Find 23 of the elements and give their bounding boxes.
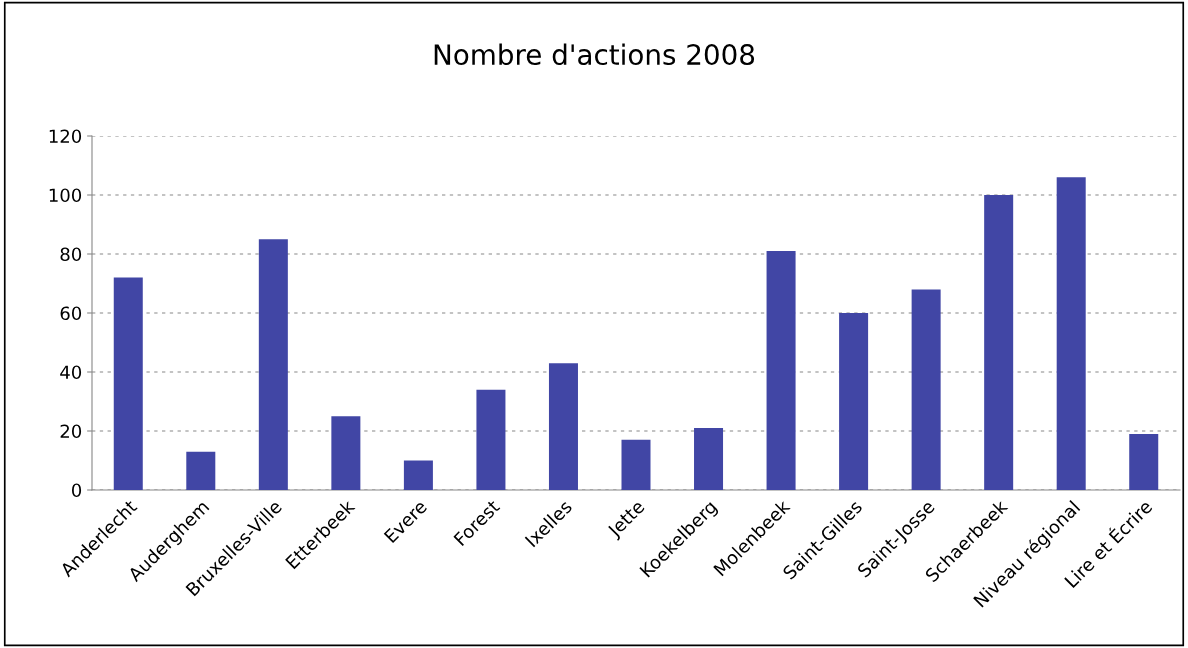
bar	[476, 389, 506, 490]
bar	[1129, 433, 1159, 490]
y-tick-label: 0	[71, 483, 82, 498]
bar	[1056, 177, 1086, 490]
bar	[258, 239, 288, 490]
bar	[911, 289, 941, 490]
bar	[403, 460, 433, 490]
bar	[839, 313, 869, 490]
y-tick-label: 60	[60, 306, 82, 321]
bar	[186, 451, 216, 490]
chart-title: Nombre d'actions 2008	[434, 43, 755, 66]
bar	[766, 251, 796, 490]
y-tick-label: 40	[60, 365, 82, 380]
y-tick-label: 80	[60, 247, 82, 262]
y-tick-label: 20	[60, 424, 82, 439]
y-tick-label: 120	[49, 129, 82, 144]
bar	[984, 195, 1014, 490]
bar	[331, 416, 361, 490]
bar	[548, 363, 578, 490]
bar	[621, 439, 651, 490]
bar	[113, 277, 143, 490]
y-tick-label: 100	[49, 188, 82, 203]
bar	[694, 428, 724, 490]
